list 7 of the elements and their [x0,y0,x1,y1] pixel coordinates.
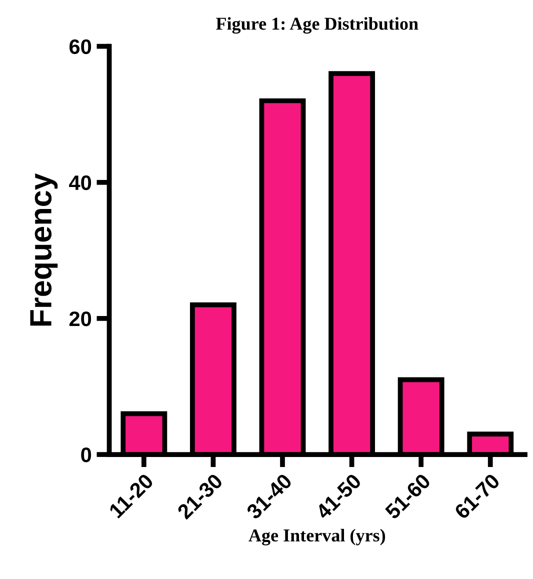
y-tick-label: 0 [81,448,92,462]
y-tick-label: 40 [69,175,92,190]
chart-title: Figure 1: Age Distribution [216,17,418,34]
y-tick-label: 20 [69,311,92,326]
x-axis-title: Age Interval (yrs) [248,528,386,546]
y-axis-title: Frequency [30,173,58,326]
y-tick-label: 60 [69,39,92,54]
